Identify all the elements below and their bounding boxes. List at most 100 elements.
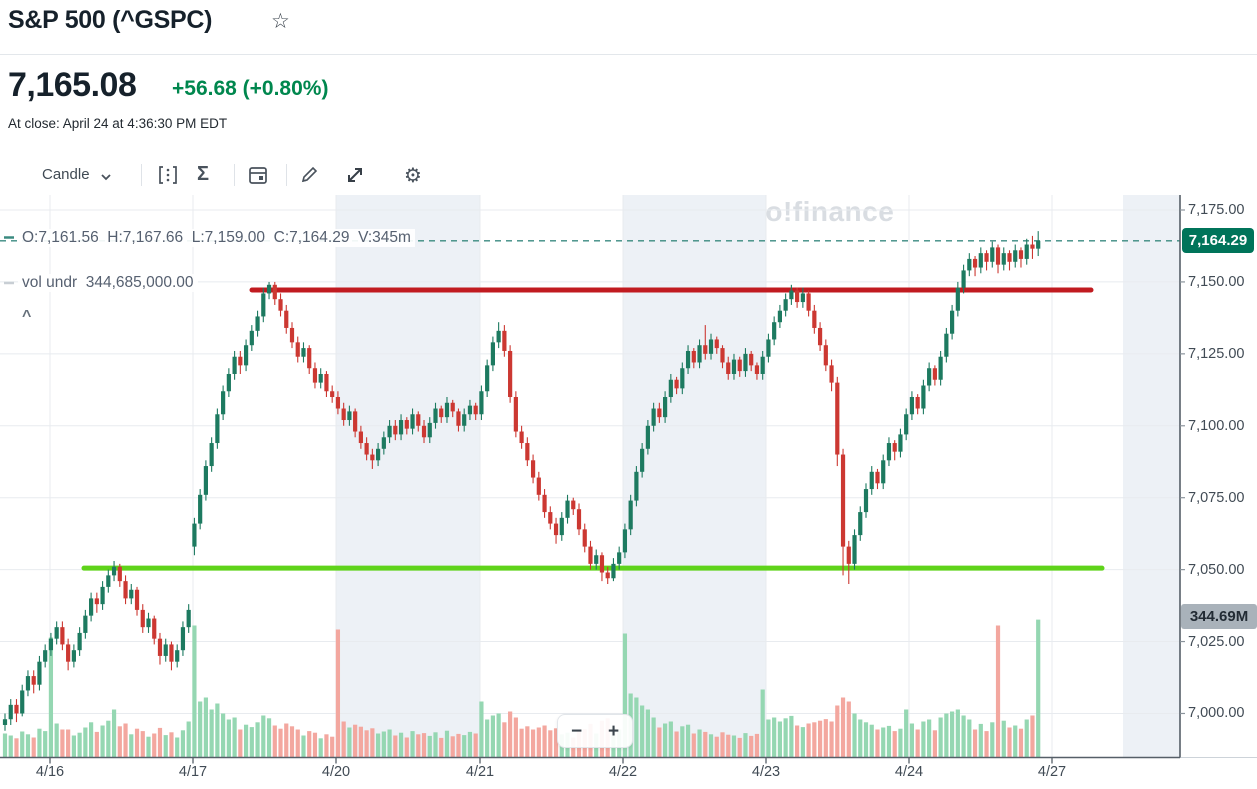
session-band <box>1123 195 1180 758</box>
candle-body <box>749 353 754 366</box>
volume-bar <box>840 697 846 758</box>
x-axis-date-label: 4/20 <box>321 764 351 780</box>
volume-bar <box>284 723 289 758</box>
volume-bar <box>255 722 260 758</box>
volume-bar <box>886 725 892 758</box>
candle-body <box>1030 244 1035 249</box>
volume-bar <box>43 731 48 758</box>
volume-bar <box>812 722 817 758</box>
watchlist-star-icon[interactable]: ☆ <box>271 10 290 33</box>
candle-body <box>450 402 455 412</box>
volume-bar <box>450 736 455 758</box>
candle-interval-icon[interactable] <box>156 163 180 187</box>
volume-bar <box>427 735 432 758</box>
volume-bar <box>358 726 363 758</box>
candle-body <box>232 356 237 374</box>
volume-bar <box>852 713 857 758</box>
candle-body <box>651 408 656 426</box>
candle-body <box>387 425 392 438</box>
volume-bar <box>508 711 513 758</box>
candle-body <box>215 414 220 444</box>
candle-body <box>410 414 415 429</box>
zoom-in-button[interactable]: + <box>607 720 620 742</box>
at-close-timestamp: At close: April 24 at 4:36:30 PM EDT <box>8 116 228 131</box>
candle-body <box>777 310 782 323</box>
candle-body <box>611 563 616 579</box>
volume-bar <box>806 723 811 758</box>
volume-bar <box>77 732 82 758</box>
collapse-caret[interactable]: ^ <box>22 308 32 325</box>
candle-body <box>553 523 559 536</box>
candle-body <box>272 284 277 300</box>
volume-bar <box>490 715 495 758</box>
volume-bar <box>858 719 863 758</box>
candle-body <box>261 293 266 317</box>
candle-body <box>548 512 553 524</box>
volume-bar <box>341 721 346 758</box>
candle-body <box>640 448 645 472</box>
volume-bar <box>542 725 547 758</box>
volume-bar <box>37 728 42 758</box>
volume-bar <box>467 731 473 758</box>
candle-body <box>617 552 622 564</box>
volume-axis-badge: 344.69M <box>1181 604 1257 629</box>
volume-bar <box>863 722 869 758</box>
ohlc-legend: O:7,161.56 H:7,167.66 L:7,159.00 C:7,164… <box>18 229 415 247</box>
candle-body <box>766 339 771 357</box>
candle-body <box>680 368 685 389</box>
volume-bar <box>444 730 450 758</box>
sigma-indicators-icon[interactable]: Σ <box>197 163 210 185</box>
y-axis-label: 7,050.00 <box>1188 561 1245 578</box>
gear-settings-icon[interactable]: ⚙ <box>404 165 422 187</box>
candle-body <box>1007 253 1012 262</box>
chevron-down-icon[interactable] <box>100 172 112 182</box>
volume-bar <box>398 732 404 758</box>
volume-bar <box>783 718 788 758</box>
candle-body <box>886 443 892 461</box>
candle-body <box>106 575 111 587</box>
candle-body <box>146 618 151 628</box>
candle-body <box>806 293 811 311</box>
candle-body <box>404 420 409 429</box>
volume-bar <box>381 731 386 758</box>
candle-body <box>892 443 897 452</box>
volume-bar <box>272 725 277 758</box>
candle-body <box>840 454 846 547</box>
candle-body <box>858 512 863 536</box>
chart-type-dropdown[interactable]: Candle <box>42 166 90 183</box>
x-axis-date-label: 4/21 <box>465 764 495 780</box>
volume-bar <box>261 715 266 758</box>
candle-body <box>967 258 972 271</box>
volume-bar <box>1024 719 1029 758</box>
volume-bar <box>60 729 65 758</box>
volume-bar <box>473 733 478 758</box>
candle-body <box>961 270 966 288</box>
volume-bar <box>961 715 966 758</box>
zoom-out-button[interactable]: − <box>570 720 583 742</box>
volume-bar <box>622 633 628 758</box>
pencil-draw-icon[interactable] <box>298 163 320 187</box>
candle-body <box>31 676 36 685</box>
candle-body <box>950 310 955 334</box>
y-axis-label: 7,150.00 <box>1188 273 1245 290</box>
expand-fullscreen-icon[interactable] <box>344 164 366 186</box>
candle-body <box>25 676 31 691</box>
volume-bar <box>89 722 94 758</box>
calendar-icon[interactable] <box>247 163 269 187</box>
candle-body <box>226 373 231 392</box>
volume-bar <box>1007 727 1012 758</box>
volume-bar <box>198 701 203 758</box>
candle-body <box>685 350 691 369</box>
volume-bar <box>289 726 295 758</box>
volume-bar <box>726 734 731 758</box>
candle-body <box>921 385 926 409</box>
candle-body <box>341 408 346 421</box>
candle-body <box>817 327 823 346</box>
volume-bar <box>387 729 392 758</box>
candle-body <box>238 356 243 366</box>
volume-bar <box>1001 720 1006 758</box>
candle-body <box>364 443 369 455</box>
candle-body <box>795 290 800 303</box>
candle-body <box>760 356 765 374</box>
